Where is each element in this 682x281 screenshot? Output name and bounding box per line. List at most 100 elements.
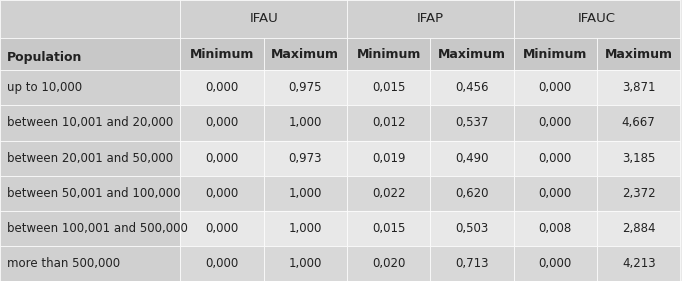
Text: 0,973: 0,973	[288, 151, 322, 165]
Bar	[0, 70, 180, 105]
Text: up to 10,000: up to 10,000	[7, 81, 82, 94]
Bar	[0, 246, 180, 281]
Bar	[180, 246, 264, 281]
Text: 0,012: 0,012	[372, 116, 405, 130]
Text: 0,000: 0,000	[539, 187, 572, 200]
Bar	[347, 38, 430, 70]
Bar	[514, 246, 597, 281]
Text: Maximum: Maximum	[605, 47, 672, 61]
Text: 0,015: 0,015	[372, 81, 405, 94]
Bar	[0, 105, 180, 140]
Bar	[347, 140, 430, 176]
Text: IFAU: IFAU	[249, 12, 278, 26]
Bar	[514, 140, 597, 176]
Text: 0,015: 0,015	[372, 222, 405, 235]
Bar	[180, 140, 264, 176]
Bar	[264, 105, 347, 140]
Text: 0,620: 0,620	[456, 187, 489, 200]
Text: 2,884: 2,884	[622, 222, 655, 235]
Bar	[0, 140, 180, 176]
Text: 0,975: 0,975	[288, 81, 322, 94]
Text: Maximum: Maximum	[271, 47, 340, 61]
Bar	[597, 38, 681, 70]
Bar	[347, 211, 430, 246]
Bar	[264, 246, 347, 281]
Text: 0,000: 0,000	[205, 222, 239, 235]
Text: 3,871: 3,871	[622, 81, 655, 94]
Bar	[264, 211, 347, 246]
Bar	[597, 105, 681, 140]
Bar	[430, 246, 514, 281]
Bar	[430, 70, 514, 105]
Bar	[180, 38, 264, 70]
Text: between 50,001 and 100,000: between 50,001 and 100,000	[7, 187, 180, 200]
Bar	[180, 176, 264, 211]
Text: 1,000: 1,000	[288, 116, 322, 130]
Text: between 100,001 and 500,000: between 100,001 and 500,000	[7, 222, 188, 235]
Bar	[347, 246, 430, 281]
Bar	[264, 140, 347, 176]
Bar	[0, 211, 180, 246]
Bar	[597, 140, 681, 176]
Text: 0,008: 0,008	[539, 222, 572, 235]
Bar	[180, 0, 347, 38]
Text: 4,667: 4,667	[622, 116, 655, 130]
Bar	[597, 211, 681, 246]
Text: 0,020: 0,020	[372, 257, 405, 270]
Text: 1,000: 1,000	[288, 222, 322, 235]
Bar	[347, 0, 514, 38]
Text: 0,000: 0,000	[205, 81, 239, 94]
Bar	[514, 38, 597, 70]
Bar	[0, 176, 180, 211]
Bar	[180, 105, 264, 140]
Text: 2,372: 2,372	[622, 187, 655, 200]
Text: 0,000: 0,000	[205, 187, 239, 200]
Text: 0,000: 0,000	[205, 257, 239, 270]
Text: 0,000: 0,000	[539, 151, 572, 165]
Text: Maximum: Maximum	[438, 47, 506, 61]
Text: more than 500,000: more than 500,000	[7, 257, 120, 270]
Text: 4,213: 4,213	[622, 257, 655, 270]
Bar	[264, 38, 347, 70]
Text: between 10,001 and 20,000: between 10,001 and 20,000	[7, 116, 173, 130]
Text: 0,537: 0,537	[456, 116, 489, 130]
Bar	[597, 70, 681, 105]
Bar	[347, 105, 430, 140]
Text: 1,000: 1,000	[288, 187, 322, 200]
Text: 0,000: 0,000	[539, 81, 572, 94]
Bar	[514, 70, 597, 105]
Text: 0,000: 0,000	[205, 151, 239, 165]
Bar	[264, 70, 347, 105]
Bar	[430, 211, 514, 246]
Text: 0,000: 0,000	[205, 116, 239, 130]
Bar	[0, 38, 180, 70]
Bar	[430, 140, 514, 176]
Bar	[347, 70, 430, 105]
Text: 0,490: 0,490	[456, 151, 489, 165]
Bar	[0, 0, 180, 38]
Text: 0,000: 0,000	[539, 257, 572, 270]
Bar	[180, 211, 264, 246]
Text: 1,000: 1,000	[288, 257, 322, 270]
Text: 0,503: 0,503	[456, 222, 488, 235]
Bar	[597, 176, 681, 211]
Bar	[514, 176, 597, 211]
Text: 3,185: 3,185	[622, 151, 655, 165]
Text: 0,456: 0,456	[456, 81, 489, 94]
Text: Minimum: Minimum	[357, 47, 421, 61]
Text: Minimum: Minimum	[190, 47, 254, 61]
Bar	[347, 176, 430, 211]
Text: 0,022: 0,022	[372, 187, 405, 200]
Text: 0,000: 0,000	[539, 116, 572, 130]
Bar	[430, 38, 514, 70]
Bar	[180, 70, 264, 105]
Bar	[430, 105, 514, 140]
Text: IFAP: IFAP	[417, 12, 444, 26]
Text: between 20,001 and 50,000: between 20,001 and 50,000	[7, 151, 173, 165]
Bar	[430, 176, 514, 211]
Bar	[514, 0, 681, 38]
Bar	[597, 246, 681, 281]
Text: 0,019: 0,019	[372, 151, 405, 165]
Bar	[514, 105, 597, 140]
Bar	[514, 211, 597, 246]
